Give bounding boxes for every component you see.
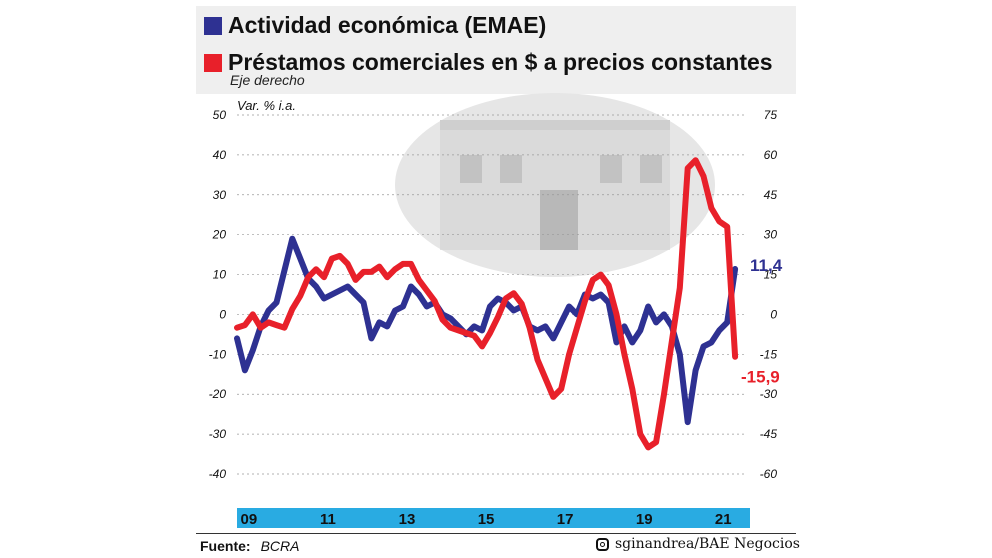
year-label: 21: [715, 511, 732, 528]
year-label: 19: [636, 511, 653, 528]
legend-prestamos-swatch: [204, 53, 222, 72]
left-tick-label: -10: [209, 347, 227, 361]
end-labels: 11,4 -15,9: [741, 256, 783, 387]
instagram-icon: [596, 537, 609, 551]
source-label: Fuente:: [200, 538, 251, 554]
right-axis-note: Eje derecho: [230, 72, 305, 88]
right-tick-label: -45: [760, 427, 778, 441]
left-tick-label: -30: [209, 427, 227, 441]
legend-emae: Actividad económica (EMAE): [204, 12, 546, 39]
year-labels: 09 11 13 15 17 19 21: [241, 511, 732, 528]
left-axis-label: Var. % i.a.: [237, 98, 296, 113]
legend-emae-label: Actividad económica (EMAE): [228, 12, 547, 38]
series-lines: [234, 157, 739, 451]
right-tick-label: -15: [760, 347, 778, 361]
right-tick-label: 45: [764, 188, 778, 202]
legend-emae-swatch: [204, 16, 222, 35]
left-tick-label: -40: [209, 467, 227, 481]
year-band: [237, 508, 750, 528]
emae-line: [234, 235, 739, 426]
legend-box: Actividad económica (EMAE) Préstamos com…: [196, 6, 796, 94]
footer-rule: [196, 533, 796, 534]
year-label: 09: [241, 511, 258, 528]
left-axis: 50 40 30 20 10 0 -10 -20 -30 -40: [209, 108, 227, 481]
left-tick-label: 10: [213, 268, 227, 282]
source-value: BCRA: [260, 538, 300, 554]
left-tick-label: 50: [213, 108, 227, 122]
building-door: [540, 190, 578, 250]
right-tick-label: 30: [764, 228, 778, 242]
left-tick-label: -20: [209, 387, 227, 401]
right-tick-label: 60: [764, 148, 778, 162]
prestamos-line: [234, 157, 739, 451]
right-tick-label: -60: [760, 467, 778, 481]
left-tick-label: 20: [212, 228, 227, 242]
right-tick-label: -30: [760, 387, 778, 401]
prestamos-end-label: -15,9: [741, 368, 780, 387]
credit-text: sginandrea/BAE Negocios: [615, 536, 800, 552]
building-window: [500, 155, 522, 183]
year-label: 15: [478, 511, 495, 528]
building-cornice: [440, 120, 670, 130]
year-label: 11: [320, 511, 336, 528]
left-tick-label: 0: [219, 307, 226, 321]
building-window: [460, 155, 482, 183]
year-label: 17: [557, 511, 574, 528]
building-window: [640, 155, 662, 183]
right-tick-label: 0: [770, 307, 777, 321]
right-tick-label: 75: [764, 108, 778, 122]
year-label: 13: [399, 511, 416, 528]
emae-end-label: 11,4: [750, 256, 783, 275]
legend-prestamos-label: Préstamos comerciales en $ a precios con…: [228, 49, 773, 75]
left-tick-label: 30: [213, 188, 227, 202]
building-photo: [395, 93, 715, 277]
building-window: [600, 155, 622, 183]
right-axis: 75 60 45 30 15 0 -15 -30 -45 -60: [760, 108, 778, 481]
right-tick-label: 15: [764, 268, 778, 282]
credit-line: sginandrea/BAE Negocios: [596, 536, 800, 552]
legend-prestamos: Préstamos comerciales en $ a precios con…: [204, 49, 773, 76]
left-tick-label: 40: [213, 148, 227, 162]
source-line: Fuente: BCRA: [200, 538, 299, 554]
